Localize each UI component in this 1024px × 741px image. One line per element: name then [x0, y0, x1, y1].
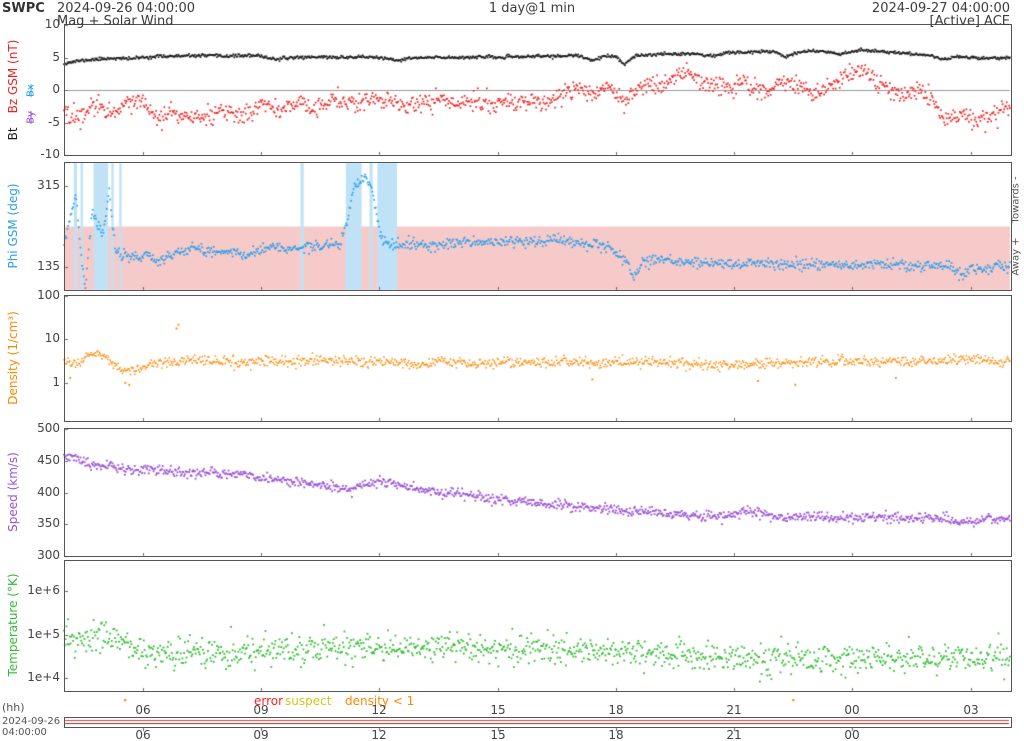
xtick-18: 18: [608, 703, 624, 717]
plot-title: Mag + Solar Wind: [57, 14, 174, 29]
strip-start-date: 2024-09-26: [2, 716, 61, 727]
xtick-09: 09: [253, 703, 269, 717]
strip-xtick-09: 09: [253, 728, 269, 741]
source-status-badge: [Active] ACE: [929, 14, 1010, 29]
panel-speed[interactable]: [64, 428, 1012, 557]
ytick-phi-135: 135: [37, 259, 60, 273]
ytick-temp-1e+4: 1e+4: [27, 670, 60, 684]
resolution-label: 1 day@1 min: [488, 1, 576, 16]
xtick-00: 00: [844, 703, 860, 717]
strip-xtick-06: 06: [135, 728, 151, 741]
swpc-logo: SWPC: [2, 1, 45, 16]
ytick-speed-350: 350: [37, 516, 60, 530]
strip-xtick-15: 15: [490, 728, 506, 741]
ytick-mag-5: 5: [52, 50, 60, 64]
xtick-03: 03: [963, 703, 979, 717]
ytick-phi-315: 315: [37, 178, 60, 192]
legend-density-low: density < 1: [345, 694, 415, 708]
xtick-12: 12: [371, 703, 387, 717]
panel-phi[interactable]: [64, 162, 1012, 291]
hh-axis-label: (hh): [2, 701, 25, 714]
ytick-mag--5: -5: [48, 115, 60, 129]
xtick-06: 06: [135, 703, 151, 717]
ytick-speed-500: 500: [37, 421, 60, 435]
strip-xtick-21: 21: [726, 728, 742, 741]
end-datetime: 2024-09-27 04:00:00: [871, 1, 1010, 16]
ytick-speed-300: 300: [37, 548, 60, 562]
legend-error: error: [254, 694, 284, 708]
panel-density[interactable]: [64, 295, 1012, 422]
ytick-density-100: 100: [37, 288, 60, 302]
ytick-speed-450: 450: [37, 453, 60, 467]
ytick-density-1: 1: [52, 375, 60, 389]
strip-xtick-18: 18: [608, 728, 624, 741]
panel-temperature[interactable]: [64, 560, 1012, 692]
panel-mag[interactable]: [64, 24, 1012, 156]
ytick-speed-400: 400: [37, 485, 60, 499]
ytick-mag-0: 0: [52, 82, 60, 96]
sector-axis-label: Away + Towards -: [1011, 176, 1022, 275]
start-datetime: 2024-09-26 04:00:00: [57, 1, 196, 16]
strip-xtick-00: 00: [844, 728, 860, 741]
phi-axis-label: Phi GSM (deg): [6, 183, 20, 268]
ytick-density-10: 10: [44, 331, 60, 345]
sector-towards-label: Towards -: [1010, 176, 1022, 224]
sector-away-label: Away +: [1010, 237, 1022, 276]
overview-strip[interactable]: [64, 717, 1012, 728]
xtick-15: 15: [490, 703, 506, 717]
ytick-temp-1e+5: 1e+5: [27, 627, 60, 641]
density-axis-label: Density (1/cm³): [6, 311, 20, 405]
density-axis-label-text: Density (1/cm³): [6, 311, 20, 405]
phi-axis-label-text: Phi GSM (deg): [6, 183, 20, 269]
ytick-temp-1e+6: 1e+6: [27, 583, 60, 597]
ytick-mag-10: 10: [44, 17, 60, 31]
legend-suspect: suspect: [285, 694, 332, 708]
xtick-21: 21: [726, 703, 742, 717]
strip-start-time: 04:00:00: [2, 727, 47, 738]
bt-series-label[interactable]: Bt: [6, 127, 20, 141]
strip-xtick-12: 12: [371, 728, 387, 741]
ytick-mag--10: -10: [40, 147, 60, 161]
